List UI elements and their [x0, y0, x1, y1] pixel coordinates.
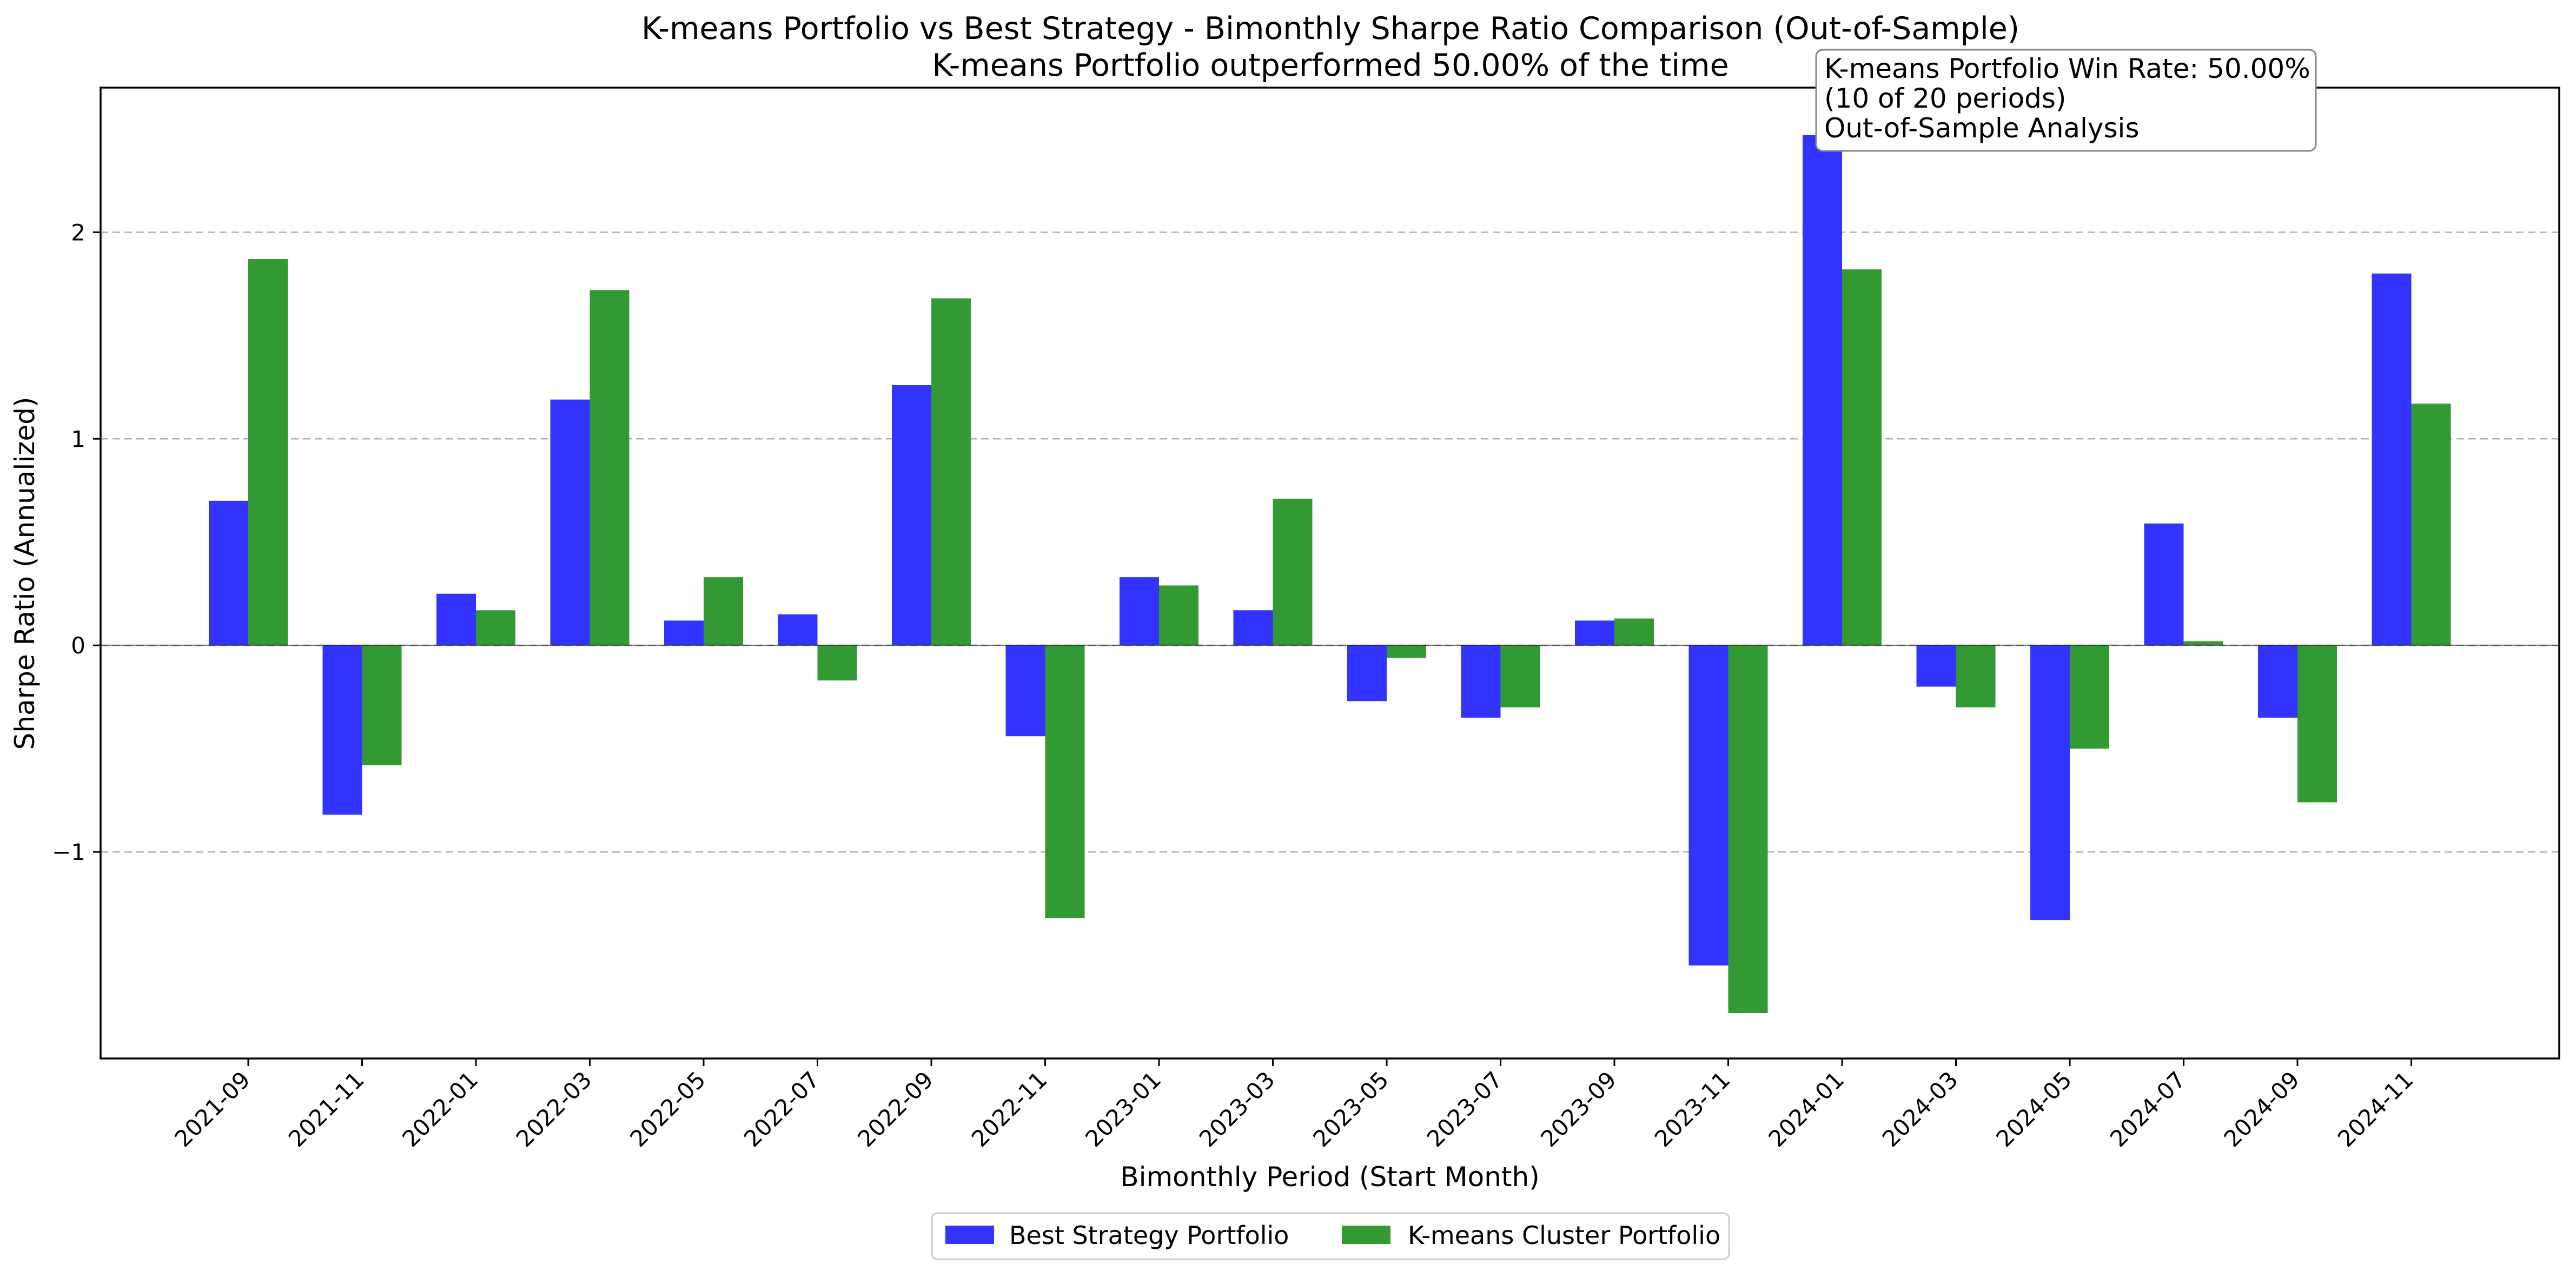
bar-k-means-cluster-portfolio-2023-09 — [1614, 618, 1654, 646]
annotation-box-frame — [1815, 49, 2317, 152]
bar-best-strategy-portfolio-2022-05 — [664, 620, 704, 646]
bar-k-means-cluster-portfolio-2022-11 — [1045, 645, 1085, 918]
bar-best-strategy-portfolio-2022-03 — [550, 399, 590, 646]
x-tick-label: 2022-01 — [397, 1066, 483, 1152]
bar-best-strategy-portfolio-2023-09 — [1575, 620, 1614, 646]
bar-best-strategy-portfolio-2023-03 — [1233, 610, 1273, 646]
bar-k-means-cluster-portfolio-2024-09 — [2297, 645, 2337, 803]
plot-area-frame — [100, 87, 2560, 1060]
bar-k-means-cluster-portfolio-2022-07 — [817, 645, 857, 681]
x-tick-label: 2022-09 — [852, 1066, 938, 1152]
x-tick-label: 2024-03 — [1877, 1066, 1963, 1152]
bar-best-strategy-portfolio-2024-11 — [2372, 273, 2412, 646]
x-tick-label: 2022-03 — [511, 1066, 597, 1152]
y-tick-label: −1 — [52, 839, 85, 865]
y-tick-label: 1 — [71, 426, 85, 452]
bar-best-strategy-portfolio-2023-01 — [1120, 577, 1159, 646]
x-tick-label: 2023-07 — [1422, 1066, 1508, 1152]
x-tick-label: 2023-09 — [1535, 1066, 1621, 1152]
bar-best-strategy-portfolio-2022-07 — [778, 614, 818, 646]
bar-k-means-cluster-portfolio-2022-05 — [704, 577, 743, 646]
bar-k-means-cluster-portfolio-2024-07 — [2183, 641, 2223, 646]
x-tick-label: 2023-05 — [1308, 1066, 1394, 1152]
x-tick-label: 2023-03 — [1194, 1066, 1280, 1152]
bar-k-means-cluster-portfolio-2023-05 — [1387, 645, 1426, 658]
legend-frame — [931, 1212, 1730, 1260]
legend-swatch-best-strategy — [945, 1226, 994, 1244]
legend-label-kmeans-cluster: K-means Cluster Portfolio — [1408, 1221, 1720, 1250]
bar-k-means-cluster-portfolio-2023-07 — [1500, 645, 1540, 707]
bar-k-means-cluster-portfolio-2024-01 — [1842, 269, 1882, 646]
legend-swatch-kmeans-cluster — [1342, 1226, 1390, 1244]
bars — [209, 135, 2451, 1013]
y-axis-label: Sharpe Ratio (Annualized) — [9, 397, 41, 750]
legend-label-best-strategy: Best Strategy Portfolio — [1009, 1221, 1289, 1250]
x-tick-label: 2024-11 — [2333, 1066, 2419, 1152]
annotation-analysis-type: Out-of-Sample Analysis — [1824, 113, 2140, 144]
bar-k-means-cluster-portfolio-2022-01 — [476, 610, 515, 646]
bar-best-strategy-portfolio-2024-03 — [1916, 645, 1956, 687]
bar-k-means-cluster-portfolio-2021-09 — [248, 259, 288, 646]
bar-best-strategy-portfolio-2022-09 — [892, 385, 931, 646]
bar-best-strategy-portfolio-2024-07 — [2144, 523, 2184, 646]
x-tick-label: 2023-11 — [1650, 1066, 1736, 1152]
bar-best-strategy-portfolio-2024-01 — [1803, 135, 1842, 646]
y-tick-label: 2 — [71, 219, 85, 246]
x-tick-label: 2024-01 — [1763, 1066, 1849, 1152]
bar-best-strategy-portfolio-2022-11 — [1005, 645, 1045, 737]
bar-best-strategy-portfolio-2024-09 — [2258, 645, 2297, 718]
chart-subtitle: K-means Portfolio outperformed 50.00% of… — [932, 48, 1729, 83]
bar-best-strategy-portfolio-2023-05 — [1347, 645, 1387, 702]
x-tick-label: 2021-09 — [169, 1066, 255, 1152]
x-tick-label: 2024-09 — [2219, 1066, 2305, 1152]
bar-k-means-cluster-portfolio-2022-03 — [590, 290, 630, 646]
x-tick-label: 2024-05 — [1991, 1066, 2077, 1152]
bar-best-strategy-portfolio-2023-11 — [1688, 645, 1729, 966]
bar-best-strategy-portfolio-2021-09 — [209, 500, 248, 646]
bar-k-means-cluster-portfolio-2024-11 — [2411, 403, 2451, 646]
x-tick-label: 2024-07 — [2105, 1066, 2191, 1152]
x-tick-label: 2022-11 — [966, 1066, 1052, 1152]
bar-k-means-cluster-portfolio-2023-03 — [1273, 499, 1313, 646]
x-tick-label: 2023-01 — [1080, 1066, 1166, 1152]
bar-k-means-cluster-portfolio-2021-11 — [362, 645, 402, 765]
bar-k-means-cluster-portfolio-2023-11 — [1728, 645, 1768, 1013]
bar-best-strategy-portfolio-2021-11 — [322, 645, 362, 815]
annotation-win-rate: K-means Portfolio Win Rate: 50.00% — [1824, 53, 2310, 84]
x-tick-label: 2022-07 — [739, 1066, 825, 1152]
bar-best-strategy-portfolio-2022-01 — [436, 593, 476, 646]
y-tick-label: 0 — [71, 632, 85, 659]
chart-title: K-means Portfolio vs Best Strategy - Bim… — [641, 11, 2019, 47]
bar-k-means-cluster-portfolio-2024-05 — [2070, 645, 2109, 749]
bar-k-means-cluster-portfolio-2023-01 — [1159, 585, 1198, 646]
annotation-period-count: (10 of 20 periods) — [1824, 83, 2066, 114]
bar-k-means-cluster-portfolio-2022-09 — [931, 298, 971, 646]
bar-k-means-cluster-portfolio-2024-03 — [1956, 645, 1996, 707]
bar-best-strategy-portfolio-2024-05 — [2030, 645, 2070, 921]
x-axis-label: Bimonthly Period (Start Month) — [1120, 1161, 1539, 1193]
x-axis: 2021-09 2021-11 2022-01 2022-03 2022-05 2022-… — [169, 1058, 2419, 1152]
x-tick-label: 2021-11 — [283, 1066, 369, 1152]
x-tick-label: 2022-05 — [625, 1066, 711, 1152]
y-axis: 2 1 0 −1 — [52, 219, 101, 865]
win-rate-annotation: K-means Portfolio Win Rate: 50.00% (10 o… — [1815, 49, 2317, 152]
grid — [101, 231, 2559, 853]
legend: Best Strategy Portfolio K-means Cluster … — [931, 1212, 1730, 1260]
bar-best-strategy-portfolio-2023-07 — [1461, 645, 1501, 718]
